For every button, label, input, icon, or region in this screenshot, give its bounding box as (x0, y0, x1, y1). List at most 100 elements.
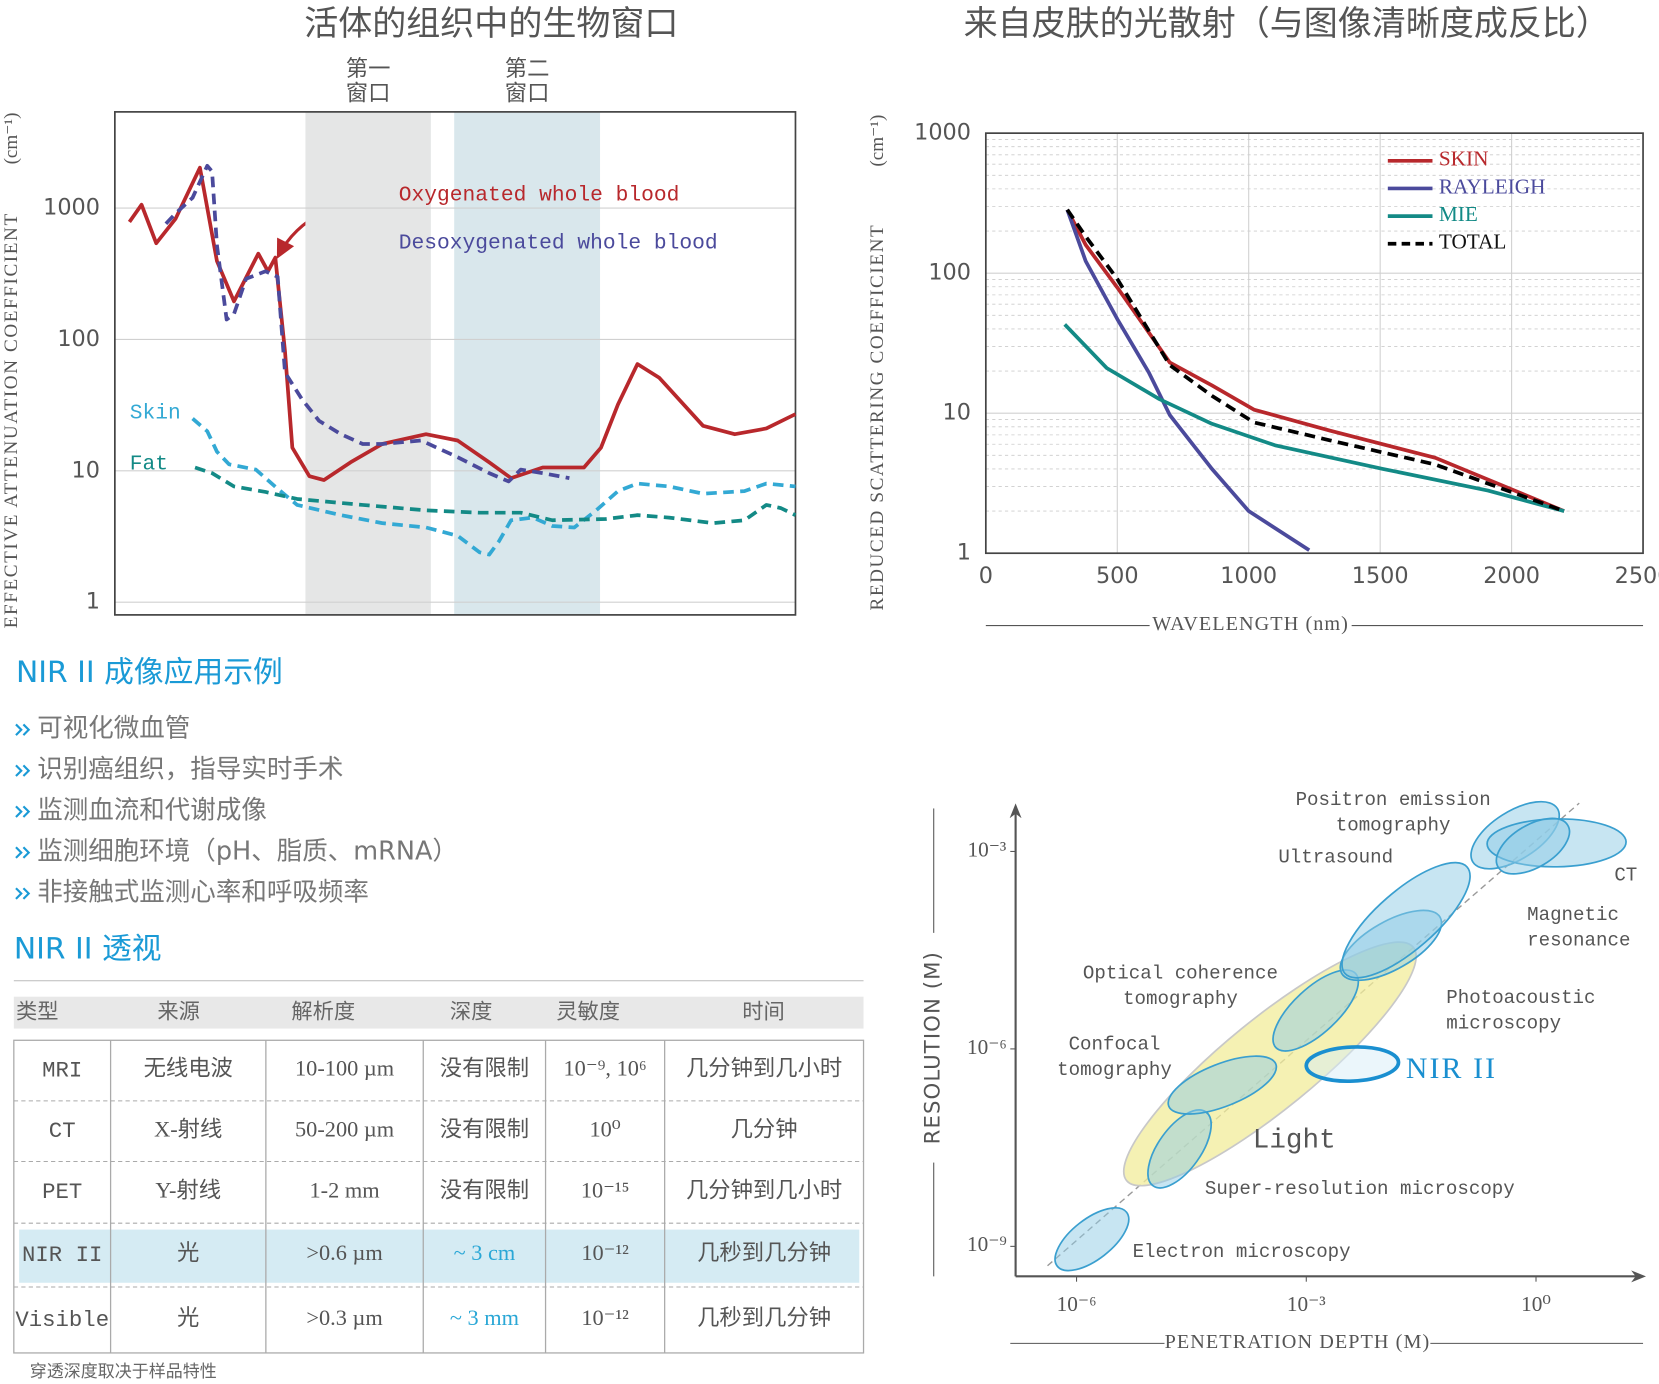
y-tick-label: 1 (86, 589, 100, 615)
y-tick-label: 1 (957, 540, 971, 566)
table-cell: ~ 3 cm (454, 1240, 516, 1265)
bullet (15, 805, 31, 818)
technique-region (1495, 817, 1571, 875)
technique-label: resonance (1527, 929, 1630, 951)
x-tick-label: 0 (979, 563, 993, 589)
table-cell: 没有限制 (440, 1177, 529, 1202)
table-cell: MRI (42, 1057, 82, 1083)
window-band (305, 111, 431, 615)
series-line (1065, 208, 1565, 513)
technique-region (1167, 1055, 1278, 1115)
table-highlight (19, 1229, 860, 1283)
table-note: 穿透深度取决于样品特性 (30, 1362, 217, 1382)
legend-label: MIE (1439, 202, 1478, 226)
technique-label: Ultrasound (1278, 846, 1393, 868)
chart-title: 来自皮肤的光散射（与图像清晰度成反比） (964, 4, 1610, 44)
plot-frame (114, 111, 797, 616)
table-cell: 光 (177, 1240, 199, 1265)
y-tick-label: 10⁻⁹ (967, 1232, 1007, 1256)
bullet (15, 723, 31, 736)
table-cell: >0.3 µm (306, 1305, 383, 1330)
technique-label: Confocal (1069, 1034, 1161, 1056)
x-axis-label: WAVELENGTH (nm) (1152, 613, 1349, 635)
table-cell: 50-200 µm (295, 1116, 395, 1141)
technique-label: tomography (1336, 815, 1451, 837)
plot-frame (984, 132, 1644, 555)
table-cell: 10⁻¹² (581, 1240, 629, 1265)
x-tick-label: 2000 (1483, 563, 1540, 589)
table-frame (13, 1039, 865, 1354)
table-cell: X-射线 (154, 1116, 222, 1141)
table-header: 类型 (16, 1000, 59, 1025)
y-axis-unit: (cm⁻¹) (1, 112, 22, 164)
table-header: 灵敏度 (556, 1000, 620, 1025)
table-cell: NIR II (22, 1242, 102, 1268)
table-header: 时间 (742, 1000, 785, 1025)
table-header-bg (13, 996, 864, 1029)
window-label: 第一 (346, 56, 391, 82)
y-axis-label: EFFECTIVE ATTENUATION COEFFICIENT (1, 212, 22, 628)
table-cell: 几分钟 (731, 1116, 798, 1141)
x-axis-label: PENETRATION DEPTH (M) (1165, 1331, 1431, 1353)
table-header: 来源 (157, 1000, 200, 1025)
window-label: 第二 (505, 56, 550, 82)
technique-label: Electron microscopy (1133, 1241, 1351, 1263)
series-label: Fat (130, 452, 168, 476)
technique-label: Super-resolution microscopy (1205, 1178, 1515, 1200)
list-item: 非接触式监测心率和呼吸频率 (37, 878, 369, 908)
technique-label: CT (1614, 865, 1637, 887)
table-cell: 10⁻¹² (581, 1305, 629, 1330)
table-cell: 10⁻¹⁵ (581, 1177, 630, 1202)
table-cell: ~ 3 mm (450, 1305, 520, 1330)
y-tick-label: 10⁻³ (967, 837, 1006, 861)
x-tick-label: 1500 (1352, 563, 1409, 589)
y-tick-label: 10⁻⁶ (967, 1035, 1007, 1059)
technique-label: Positron emission (1296, 789, 1491, 811)
table-cell: 1-2 mm (310, 1177, 381, 1202)
window-label: 窗口 (346, 80, 391, 106)
y-axis-label: REDUCED SCATTERING COEFFICIENT (867, 224, 888, 611)
x-tick-label: 1000 (1220, 563, 1277, 589)
technique-label: Light (1253, 1126, 1336, 1157)
bullet (15, 846, 31, 859)
table-cell: PET (42, 1179, 82, 1205)
table-cell: >0.6 µm (306, 1240, 383, 1265)
legend-label: SKIN (1439, 147, 1489, 171)
technique-region (1341, 861, 1471, 979)
table-cell: 几秒到几分钟 (697, 1240, 831, 1265)
series-label: Desoxygenated whole blood (399, 231, 718, 255)
list-item: 监测细胞环境（pH、脂质、mRNA） (37, 837, 458, 867)
list-item: 监测血流和代谢成像 (37, 796, 267, 826)
x-tick-label: 2500 (1615, 563, 1659, 589)
table-cell: Y-射线 (155, 1177, 221, 1202)
series-line (1065, 209, 1311, 552)
table-cell: Visible (15, 1307, 109, 1333)
table-cell: 无线电波 (144, 1056, 233, 1081)
series-line (1063, 323, 1565, 513)
y-axis-label: RESOLUTION (M) (921, 951, 946, 1144)
x-tick-label: 500 (1096, 563, 1139, 589)
x-tick-label: 10⁰ (1521, 1292, 1551, 1316)
bullet (15, 887, 31, 900)
y-axis-unit: (cm⁻¹) (867, 115, 888, 167)
legend-label: RAYLEIGH (1439, 174, 1546, 198)
section-title: NIR II 透视 (14, 931, 162, 966)
series-line (191, 417, 796, 557)
technique-label: microscopy (1446, 1012, 1561, 1034)
table-cell: 10⁻⁹, 10⁶ (564, 1056, 647, 1081)
section-title: NIR II 成像应用示例 (16, 655, 283, 690)
technique-label: Magnetic (1527, 904, 1619, 926)
technique-region (1054, 1207, 1130, 1272)
table-cell: 10-100 µm (295, 1056, 395, 1081)
series-line (194, 465, 797, 525)
table-cell: CT (49, 1118, 76, 1144)
y-tick-label: 1000 (914, 120, 971, 146)
technique-label: NIR II (1406, 1052, 1497, 1085)
series-line (127, 165, 797, 482)
window-label: 窗口 (505, 80, 550, 106)
technique-label: Optical coherence (1083, 962, 1278, 984)
y-tick-label: 10 (943, 400, 971, 426)
table-cell: 光 (177, 1305, 199, 1330)
table-header: 解析度 (291, 1000, 355, 1025)
